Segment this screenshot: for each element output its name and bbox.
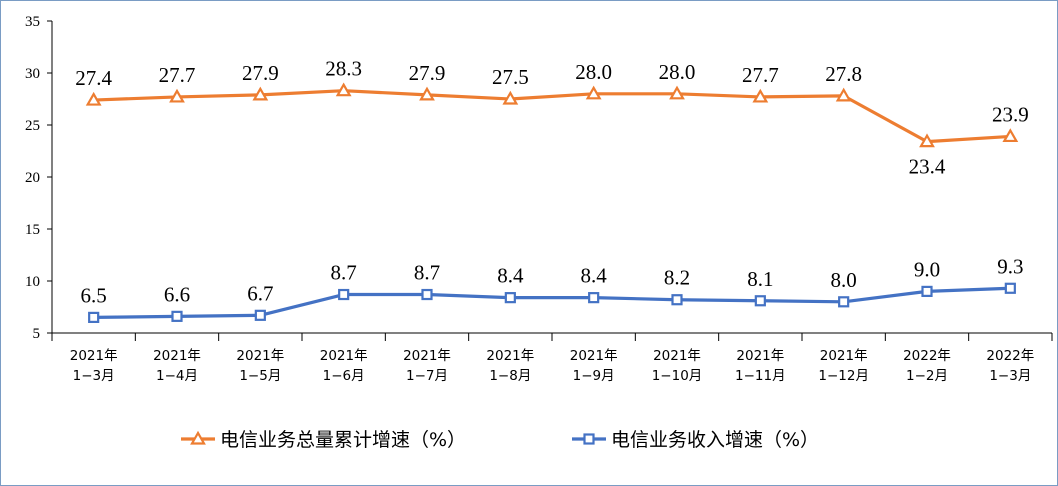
x-tick-label: 2021年 1−10月 bbox=[652, 348, 703, 384]
data-point-total bbox=[502, 90, 519, 105]
data-label-revenue: 8.1 bbox=[747, 267, 773, 291]
data-point-total bbox=[1002, 128, 1019, 143]
x-tick-label: 2021年 1−7月 bbox=[403, 348, 451, 384]
data-label-revenue: 8.2 bbox=[664, 266, 690, 290]
data-label-total: 23.4 bbox=[909, 155, 946, 179]
y-tick-label: 35 bbox=[25, 14, 40, 30]
series-line-total bbox=[93, 89, 1011, 144]
x-tick-label: 2021年 1−11月 bbox=[735, 348, 786, 384]
data-label-total: 28.0 bbox=[575, 60, 612, 84]
data-point-total bbox=[335, 82, 352, 97]
data-label-total: 28.3 bbox=[325, 57, 362, 81]
legend-marker-revenue bbox=[583, 433, 595, 445]
data-label-total: 28.0 bbox=[659, 60, 696, 84]
x-tick-label: 2021年 1−8月 bbox=[486, 348, 534, 384]
x-tick-label: 2022年 1−2月 bbox=[903, 348, 951, 384]
data-label-revenue: 8.0 bbox=[831, 268, 857, 292]
data-point-total bbox=[169, 88, 185, 103]
data-point-total bbox=[835, 87, 852, 102]
data-point-revenue bbox=[338, 288, 350, 301]
x-tick-label: 2021年 1−5月 bbox=[236, 348, 284, 384]
x-tick-label: 2021年 1−4月 bbox=[153, 348, 201, 384]
x-tick-label: 2021年 1−9月 bbox=[570, 348, 618, 384]
data-label-total: 27.9 bbox=[409, 61, 446, 85]
data-label-total: 23.9 bbox=[992, 102, 1029, 126]
data-label-total: 27.4 bbox=[75, 66, 112, 90]
data-point-revenue bbox=[921, 285, 933, 297]
series-line-revenue bbox=[93, 286, 1011, 319]
data-point-revenue bbox=[171, 310, 183, 322]
y-tick-label: 30 bbox=[25, 66, 40, 82]
data-point-total bbox=[252, 86, 269, 101]
data-label-total: 27.7 bbox=[742, 63, 779, 87]
data-point-total bbox=[919, 133, 935, 148]
x-tick-label: 2022年 1−3月 bbox=[986, 348, 1034, 384]
data-label-revenue: 8.4 bbox=[581, 264, 608, 288]
data-point-revenue bbox=[838, 296, 850, 308]
data-label-total: 27.5 bbox=[492, 65, 529, 89]
data-point-revenue bbox=[254, 309, 266, 321]
data-label-revenue: 6.5 bbox=[81, 283, 107, 307]
data-label-total: 27.9 bbox=[242, 61, 279, 85]
x-tick-label: 2021年 1−6月 bbox=[320, 348, 368, 384]
data-point-revenue bbox=[1004, 282, 1016, 294]
data-point-total bbox=[419, 86, 435, 101]
data-label-revenue: 9.0 bbox=[914, 257, 940, 281]
x-tick-label: 2021年 1−3月 bbox=[70, 348, 118, 384]
y-tick-label: 25 bbox=[25, 118, 40, 134]
y-tick-label: 15 bbox=[25, 222, 40, 238]
data-point-revenue bbox=[504, 292, 516, 304]
legend-marker-total bbox=[190, 430, 206, 445]
y-tick-label: 10 bbox=[25, 274, 40, 290]
data-label-revenue: 8.7 bbox=[414, 261, 440, 285]
data-label-revenue: 8.7 bbox=[331, 261, 357, 285]
legend-label-revenue: 电信业务收入增速（%） bbox=[611, 429, 819, 451]
y-tick-label: 20 bbox=[25, 170, 40, 186]
data-label-total: 27.7 bbox=[159, 63, 196, 87]
data-label-revenue: 9.3 bbox=[997, 254, 1023, 278]
data-point-revenue bbox=[88, 311, 100, 323]
data-point-revenue bbox=[421, 288, 433, 301]
data-point-revenue bbox=[754, 295, 766, 307]
data-point-total bbox=[669, 85, 685, 100]
data-label-revenue: 8.4 bbox=[497, 264, 524, 288]
x-tick-label: 2021年 1−12月 bbox=[818, 348, 869, 384]
data-point-revenue bbox=[588, 292, 600, 304]
data-label-total: 27.8 bbox=[825, 62, 862, 86]
data-point-total bbox=[585, 85, 602, 100]
data-label-revenue: 6.7 bbox=[247, 281, 273, 305]
data-point-total bbox=[85, 91, 102, 106]
y-tick-label: 5 bbox=[33, 326, 41, 342]
legend-label-total: 电信业务总量累计增速（%） bbox=[220, 429, 466, 451]
data-point-revenue bbox=[671, 294, 683, 306]
data-point-total bbox=[752, 88, 769, 103]
data-label-revenue: 6.6 bbox=[164, 282, 190, 306]
